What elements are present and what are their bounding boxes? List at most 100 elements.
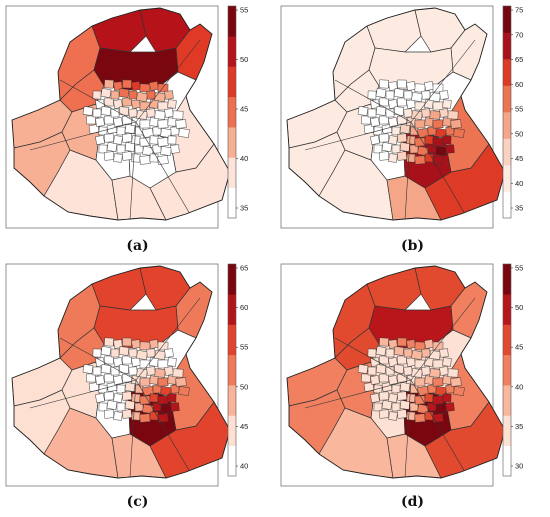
map-tract (142, 146, 154, 156)
map-tract (432, 341, 444, 351)
map-tract (113, 411, 123, 421)
map-tract (367, 90, 377, 100)
map-tract (121, 409, 133, 419)
map-tract (128, 90, 138, 100)
map-tract (113, 135, 123, 145)
map-tract (170, 384, 180, 394)
legend-swatch (228, 157, 236, 189)
map-tract (157, 101, 169, 111)
map-tract (149, 339, 159, 349)
choropleth-map-c: 65 60 55 50 45 40 (5, 264, 248, 487)
map-road (304, 379, 412, 409)
map-tract (164, 366, 174, 376)
map-tract (421, 90, 431, 100)
map-road (334, 337, 412, 381)
map-tract (157, 83, 169, 93)
map-road (304, 121, 412, 151)
map-tract (406, 339, 416, 349)
map-tract (414, 119, 426, 129)
map-tract (424, 81, 434, 91)
map-tract (445, 384, 455, 394)
legend-swatch (503, 32, 511, 60)
legend-tick-label: 55 (515, 264, 523, 273)
map-tract (136, 350, 148, 360)
map-tract (388, 357, 398, 367)
map-tract (417, 146, 429, 156)
legend-swatch (503, 191, 511, 219)
color-legend: 75 70 65 60 55 50 45 40 35 (502, 5, 523, 219)
map-tract (427, 402, 437, 412)
map-tract (131, 339, 141, 349)
map-tract (406, 393, 416, 403)
map-tract (118, 106, 130, 116)
map-tract (152, 126, 162, 136)
map-road (129, 121, 137, 220)
map-tract (406, 135, 416, 145)
map-tract (104, 391, 114, 401)
map-tract (116, 402, 126, 412)
map-tract (381, 142, 393, 152)
map-road (29, 121, 137, 151)
legend-tick-label: 35 (515, 204, 523, 213)
map-road (404, 121, 412, 220)
legend-swatch (503, 415, 511, 447)
city-boundary (286, 265, 506, 479)
legend-swatch (228, 187, 236, 219)
legend-swatch (503, 324, 511, 356)
map-tract (160, 128, 172, 138)
map-tract (82, 106, 94, 116)
map-tract (391, 126, 401, 136)
map-tract (445, 402, 455, 412)
map-tract (424, 135, 434, 145)
map-tract (121, 151, 133, 161)
panel-caption: (c) (126, 494, 149, 510)
map-tract (113, 117, 123, 127)
map-tract (373, 402, 383, 412)
map-tract (95, 393, 105, 403)
legend-tick-label: 50 (515, 303, 523, 312)
map-tract (393, 346, 405, 356)
map-tract (385, 348, 395, 358)
map-tract (124, 382, 136, 392)
map-frame (280, 263, 494, 487)
map-tract (116, 384, 126, 394)
map-road (404, 379, 412, 478)
panel-caption: (d) (400, 494, 425, 510)
map-road (59, 337, 137, 381)
legend-tick-label: 60 (515, 80, 523, 89)
map-tract (442, 393, 452, 403)
map-tract (154, 368, 166, 378)
map-tract (435, 146, 447, 156)
map-tract (131, 153, 141, 163)
map-tract (357, 364, 369, 374)
map-tract (396, 133, 408, 143)
map-tract (399, 382, 411, 392)
map-road (410, 297, 476, 381)
map-tract (396, 151, 408, 161)
map-tract (113, 375, 123, 385)
map-tract (124, 124, 136, 134)
map-tract (146, 108, 156, 118)
map-tract (442, 99, 452, 109)
map-tract (100, 88, 112, 98)
legend-border (502, 5, 512, 219)
map-tract (397, 337, 407, 347)
map-tract (414, 137, 426, 147)
map-tract (427, 126, 437, 136)
map-tract (157, 413, 169, 423)
map-tract (388, 135, 398, 145)
map-tract (429, 350, 441, 360)
map-tract (379, 337, 389, 347)
color-legend: 55 50 45 40 35 (227, 6, 248, 219)
map-tract (95, 375, 105, 385)
map-tract (385, 90, 395, 100)
map-tract (131, 411, 141, 421)
map-tract (373, 144, 383, 154)
map-frame (5, 5, 219, 229)
map-tract (432, 83, 444, 93)
legend-tick-label: 35 (515, 422, 523, 431)
legend-tick-label: 40 (515, 382, 523, 391)
map-tract (388, 99, 398, 109)
map-tract (414, 413, 426, 423)
map-tract (427, 144, 437, 154)
